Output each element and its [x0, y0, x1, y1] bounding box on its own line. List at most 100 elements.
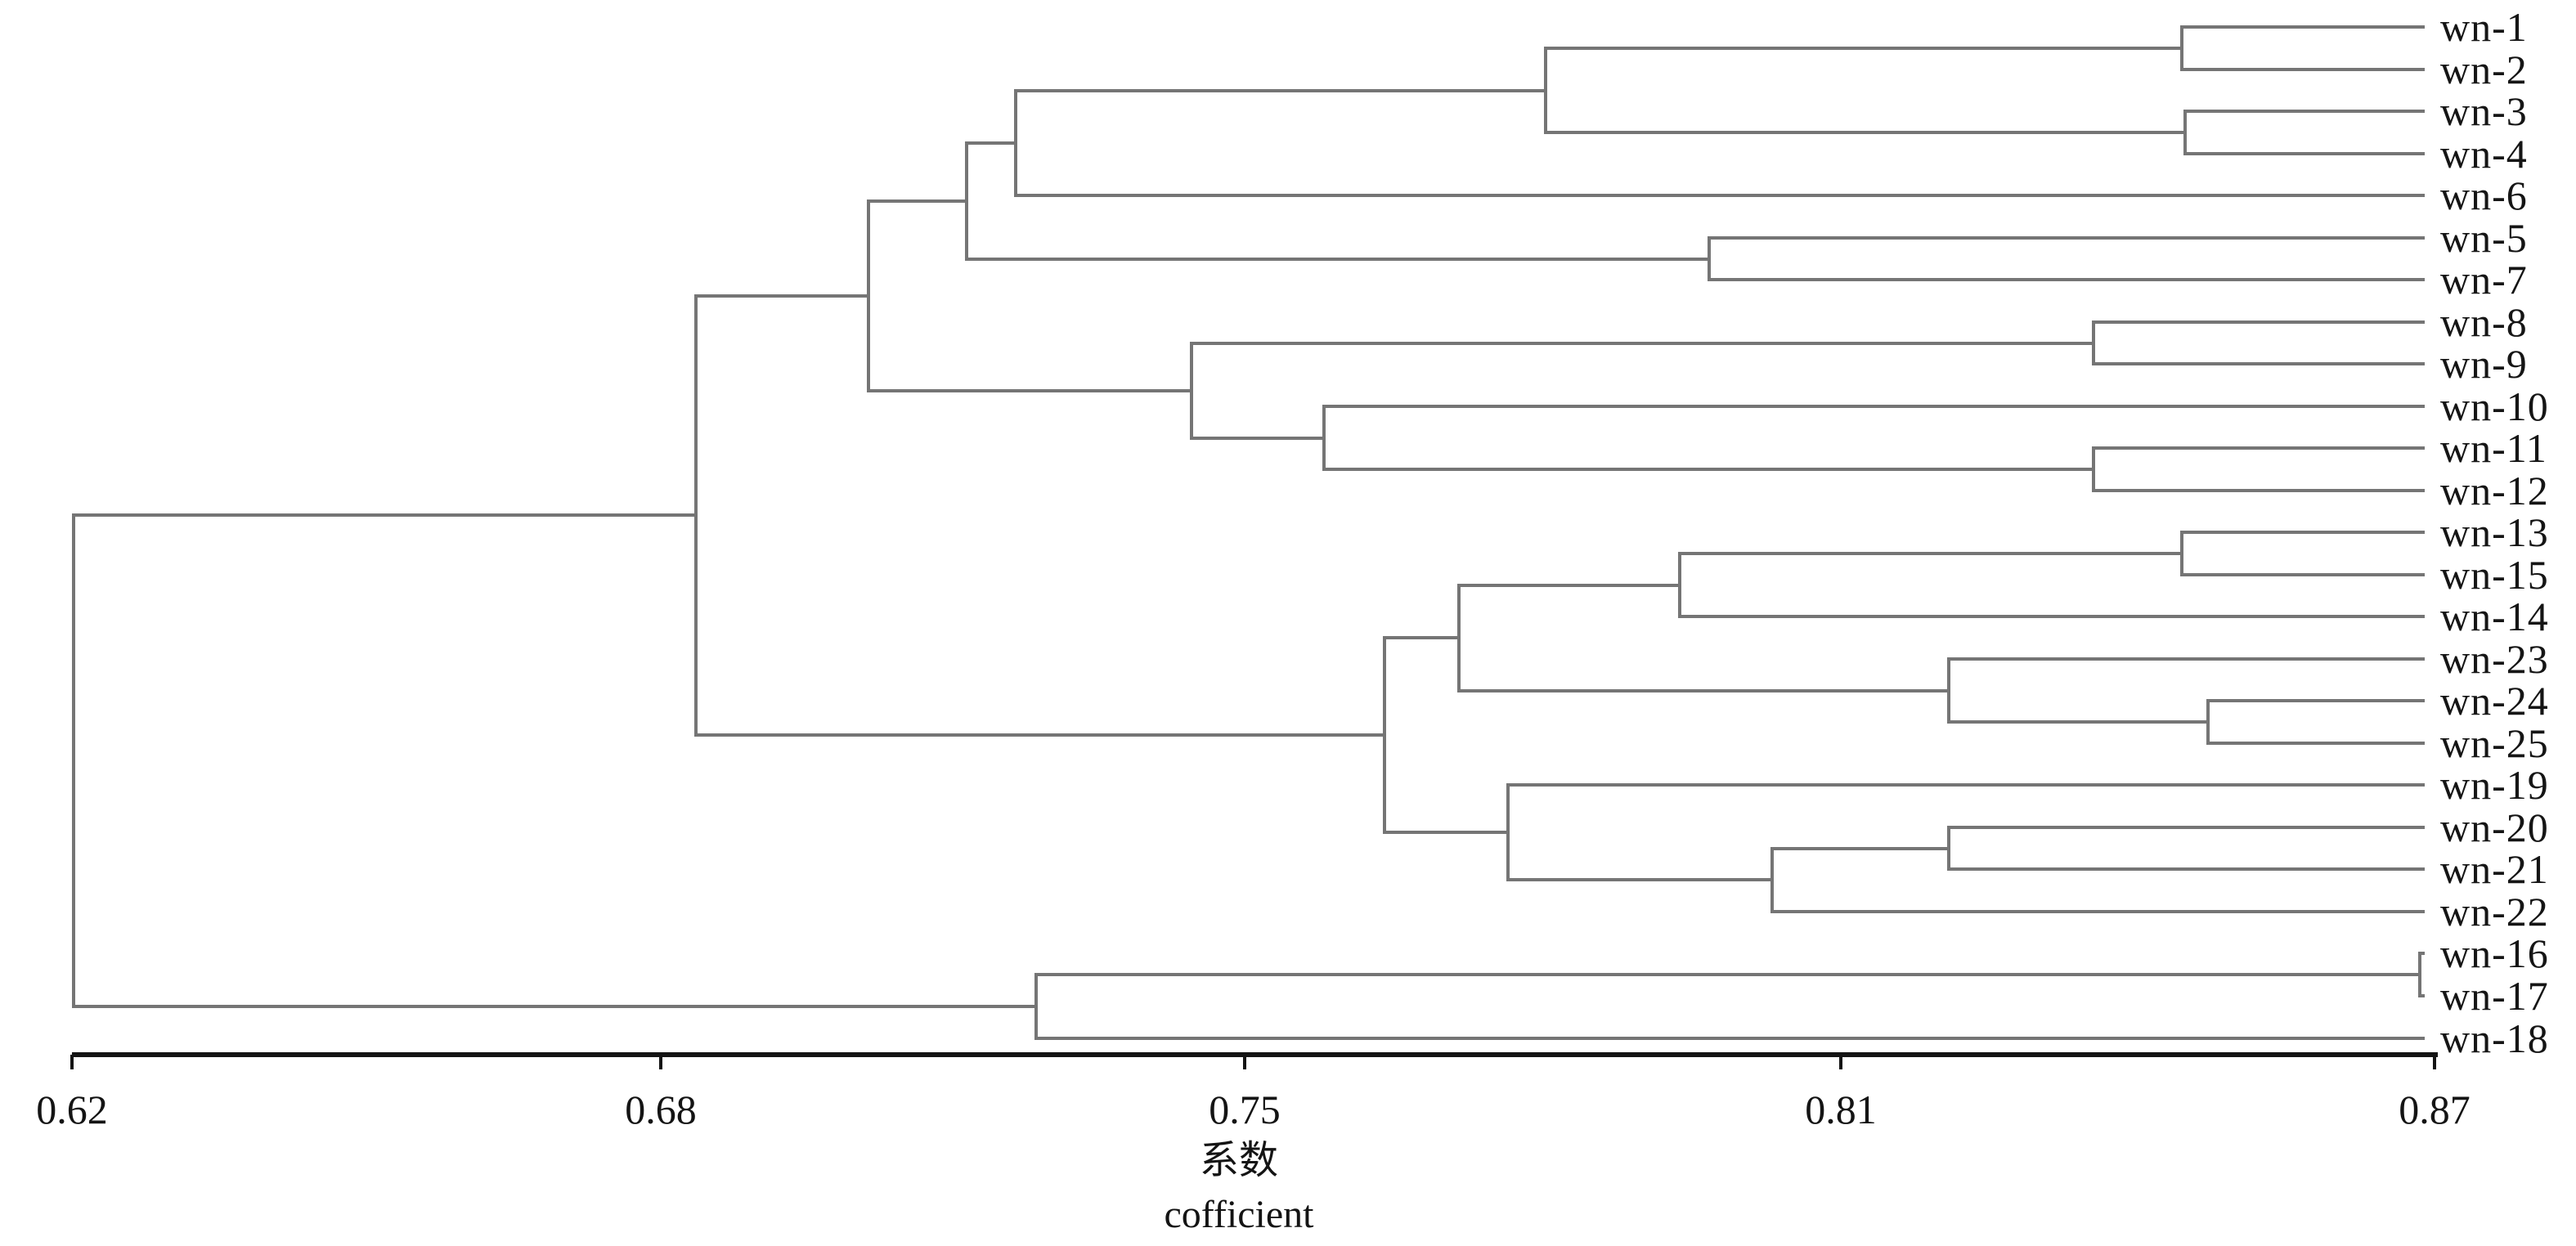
leaf-label-wn-23: wn-23	[2440, 636, 2549, 682]
branch-vertical-n17	[1678, 552, 1681, 618]
leaf-label-wn-16: wn-16	[2440, 930, 2549, 976]
branch-horizontal-n16-child1	[2180, 531, 2425, 534]
branch-vertical-n9b	[1322, 405, 1326, 471]
branch-vertical-n4	[1014, 88, 1017, 197]
leaf-label-wn-25: wn-25	[2440, 720, 2549, 766]
branch-horizontal-n3-child1	[1544, 47, 2180, 50]
x-axis-title-chinese: 系数	[1199, 1139, 1279, 1182]
branch-horizontal-n3-child2	[1544, 131, 2183, 134]
x-axis-title-english: cofficient	[1164, 1193, 1314, 1236]
branch-horizontal-F-child1	[1457, 583, 1678, 587]
branch-vertical-G	[1383, 636, 1386, 835]
branch-horizontal-n11-child2	[1947, 720, 2206, 724]
leaf-label-wn-3: wn-3	[2440, 88, 2528, 134]
leaf-label-wn-18: wn-18	[2440, 1015, 2549, 1061]
leaf-label-wn-22: wn-22	[2440, 889, 2549, 934]
branch-horizontal-n14-child1	[1770, 846, 1947, 850]
branch-horizontal-n4-child2	[1014, 194, 2425, 197]
leaf-label-wn-24: wn-24	[2440, 678, 2549, 724]
branch-horizontal-n15-child2	[1506, 878, 1770, 882]
leaf-label-wn-7: wn-7	[2440, 257, 2528, 303]
leaf-label-wn-5: wn-5	[2440, 215, 2528, 261]
leaf-label-wn-4: wn-4	[2440, 131, 2528, 177]
branch-horizontal-H-child1	[1034, 973, 2418, 976]
branch-vertical-E	[694, 294, 698, 737]
leaf-label-wn-6: wn-6	[2440, 173, 2528, 218]
branch-horizontal-n10-child2	[1190, 436, 1322, 440]
branch-horizontal-n11-child1	[1947, 657, 2425, 661]
x-axis-tick-0.87	[2433, 1055, 2436, 1069]
branch-horizontal-n18-child2	[2418, 994, 2425, 997]
branch-horizontal-n12-child2	[2206, 742, 2425, 745]
branch-horizontal-n8-child2	[2092, 362, 2425, 365]
branch-horizontal-n4-child1	[1014, 88, 1544, 92]
branch-horizontal-n1-child2	[2180, 68, 2425, 71]
branch-horizontal-n9b-child2	[1322, 468, 2092, 471]
branch-horizontal-n17-child1	[1678, 552, 2180, 555]
branch-horizontal-n6-child2	[965, 257, 1708, 261]
branch-vertical-n8	[2092, 320, 2095, 365]
branch-vertical-R	[72, 513, 75, 1008]
branch-vertical-n3	[1544, 47, 1547, 134]
branch-vertical-n5	[1708, 236, 1711, 281]
x-axis-tick-0.81	[1839, 1055, 1842, 1069]
branch-horizontal-n18-child1	[2418, 952, 2425, 955]
branch-vertical-n2	[2183, 110, 2187, 155]
leaf-label-wn-15: wn-15	[2440, 552, 2549, 598]
branch-horizontal-n13-child1	[1947, 826, 2425, 829]
branch-horizontal-n8-child1	[2092, 320, 2425, 324]
leaf-label-wn-8: wn-8	[2440, 299, 2528, 345]
branch-vertical-n12	[2206, 699, 2210, 745]
branch-horizontal-n9-child2	[2092, 489, 2425, 492]
branch-horizontal-G-child2	[1383, 831, 1506, 835]
x-axis-tick-label-0.81: 0.81	[1805, 1087, 1877, 1132]
branch-vertical-n7	[867, 199, 870, 392]
x-axis-tick-label-0.62: 0.62	[36, 1087, 108, 1132]
x-axis-tick-0.75	[1243, 1055, 1246, 1069]
branch-horizontal-n12-child1	[2206, 699, 2425, 702]
branch-horizontal-n15-child1	[1506, 783, 2425, 787]
leaf-label-wn-17: wn-17	[2440, 973, 2549, 1019]
x-axis-tick-label-0.75: 0.75	[1209, 1087, 1281, 1132]
branch-horizontal-n9-child1	[2092, 446, 2425, 450]
leaf-label-wn-14: wn-14	[2440, 594, 2549, 639]
branch-horizontal-n9b-child1	[1322, 405, 2425, 408]
branch-horizontal-R-child2	[72, 1005, 1034, 1008]
branch-horizontal-n1-child1	[2180, 25, 2425, 29]
branch-horizontal-H-child2	[1034, 1037, 2425, 1040]
branch-vertical-n10	[1190, 341, 1193, 440]
leaf-label-wn-1: wn-1	[2440, 4, 2528, 50]
branch-horizontal-n7-child2	[867, 388, 1190, 392]
leaf-label-wn-20: wn-20	[2440, 805, 2549, 850]
branch-horizontal-F-child2	[1457, 688, 1947, 692]
branch-horizontal-n10-child1	[1190, 341, 2092, 345]
branch-horizontal-n5-child1	[1708, 236, 2425, 240]
x-axis-line	[72, 1052, 2438, 1057]
branch-vertical-n6	[965, 141, 968, 261]
x-axis-tick-label-0.68: 0.68	[625, 1087, 697, 1132]
branch-horizontal-n2-child2	[2183, 152, 2425, 155]
x-axis-tick-0.68	[659, 1055, 662, 1069]
branch-vertical-n13	[1947, 826, 1950, 871]
x-axis-tick-0.62	[70, 1055, 74, 1069]
branch-vertical-n9	[2092, 446, 2095, 492]
branch-horizontal-n16-child2	[2180, 573, 2425, 576]
leaf-label-wn-19: wn-19	[2440, 762, 2549, 808]
branch-vertical-H	[1034, 973, 1038, 1040]
branch-horizontal-n17-child2	[1678, 615, 2425, 618]
branch-vertical-n16	[2180, 531, 2183, 576]
x-axis-tick-label-0.87: 0.87	[2399, 1087, 2471, 1132]
branch-horizontal-R-child1	[72, 513, 694, 518]
branch-horizontal-n7-child1	[867, 199, 965, 203]
leaf-label-wn-12: wn-12	[2440, 468, 2549, 513]
leaf-label-wn-11: wn-11	[2440, 425, 2547, 471]
leaf-label-wn-21: wn-21	[2440, 846, 2549, 892]
branch-horizontal-n2-child1	[2183, 110, 2425, 113]
branch-horizontal-G-child1	[1383, 636, 1457, 639]
branch-vertical-F	[1457, 583, 1461, 692]
leaf-label-wn-13: wn-13	[2440, 509, 2549, 555]
leaf-label-wn-2: wn-2	[2440, 47, 2528, 92]
branch-vertical-n11	[1947, 657, 1950, 724]
leaf-label-wn-10: wn-10	[2440, 383, 2549, 429]
